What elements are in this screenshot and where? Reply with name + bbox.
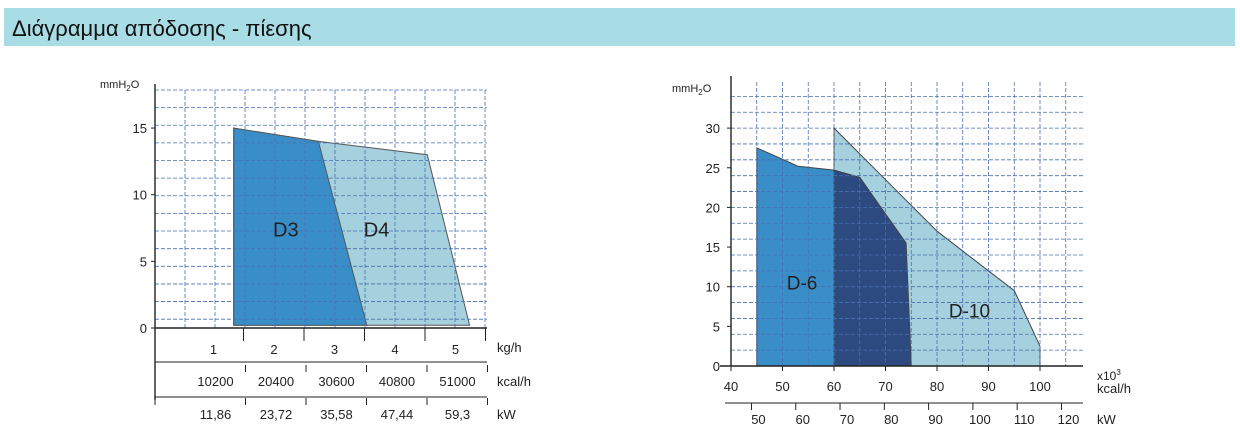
y-tick-label: 0 bbox=[140, 321, 147, 336]
y-tick-label: 5 bbox=[713, 319, 720, 334]
x-tick-label: 120 bbox=[1058, 412, 1080, 427]
x-tick-label: 90 bbox=[981, 379, 995, 394]
x-tick-label: 100 bbox=[1029, 379, 1051, 394]
series-d3-area bbox=[233, 127, 368, 326]
x-tick-label: 3 bbox=[331, 342, 338, 357]
x-tick-label: 40800 bbox=[379, 374, 415, 389]
x-axis-unit-bottom: kW bbox=[1097, 412, 1117, 427]
series-label-d4: D4 bbox=[364, 220, 390, 242]
x-tick-label: 50 bbox=[751, 412, 765, 427]
x-tick-label: 40 bbox=[724, 379, 738, 394]
series-label-d3: D3 bbox=[273, 220, 299, 242]
page-title: Διάγραμμα απόδοσης - πίεσης bbox=[12, 16, 312, 41]
y-axis-label: mmH2O bbox=[672, 83, 712, 97]
y-tick-label: 15 bbox=[133, 121, 147, 136]
x-tick-label: 80 bbox=[930, 379, 944, 394]
y-tick-label: 30 bbox=[706, 121, 720, 136]
x-tick-label: 20400 bbox=[258, 374, 294, 389]
series-d-6-area bbox=[756, 147, 835, 367]
y-tick-label: 10 bbox=[706, 280, 720, 295]
x-tick-label: 59,3 bbox=[445, 407, 470, 422]
y-tick-label: 25 bbox=[706, 161, 720, 176]
y-tick-label: 10 bbox=[133, 188, 147, 203]
x-tick-label: 100 bbox=[969, 412, 991, 427]
x-tick-label: 47,44 bbox=[381, 407, 414, 422]
x-tick-label: 50 bbox=[775, 379, 789, 394]
y-tick-label: 15 bbox=[706, 240, 720, 255]
header-bar: Διάγραμμα απόδοσης - πίεσης bbox=[4, 8, 1235, 46]
x-tick-label: 70 bbox=[840, 412, 854, 427]
x-tick-label: 51000 bbox=[439, 374, 475, 389]
x-tick-label: 110 bbox=[1014, 412, 1035, 427]
x-axis-unit: kg/h bbox=[497, 340, 522, 355]
x-tick-label: 70 bbox=[878, 379, 892, 394]
x-tick-label: 90 bbox=[928, 412, 942, 427]
x-tick-label: 80 bbox=[884, 412, 898, 427]
x-axis-unit: kW bbox=[497, 407, 517, 422]
x-axis-unit-top-line2: kcal/h bbox=[1097, 381, 1131, 396]
x-tick-label: 30600 bbox=[318, 374, 354, 389]
y-axis-label: mmH2O bbox=[100, 79, 140, 93]
x-tick-label: 2 bbox=[270, 342, 277, 357]
x-tick-label: 35,58 bbox=[320, 407, 353, 422]
x-axis-unit: kcal/h bbox=[497, 374, 531, 389]
x-tick-label: 1 bbox=[210, 342, 217, 357]
x-tick-label: 23,72 bbox=[260, 407, 293, 422]
y-tick-label: 20 bbox=[706, 200, 720, 215]
y-tick-label: 5 bbox=[140, 254, 147, 269]
x-tick-label: 4 bbox=[391, 342, 398, 357]
series-label-d-6: D-6 bbox=[787, 274, 818, 295]
x-tick-label: 5 bbox=[452, 342, 459, 357]
x-axis-unit-top: x103 bbox=[1097, 368, 1121, 383]
x-tick-label: 10200 bbox=[197, 374, 233, 389]
x-tick-label: 60 bbox=[796, 412, 810, 427]
series-label-d-10: D-10 bbox=[949, 301, 990, 322]
y-tick-label: 0 bbox=[713, 359, 720, 374]
x-tick-label: 11,86 bbox=[200, 407, 232, 422]
x-tick-label: 60 bbox=[827, 379, 841, 394]
